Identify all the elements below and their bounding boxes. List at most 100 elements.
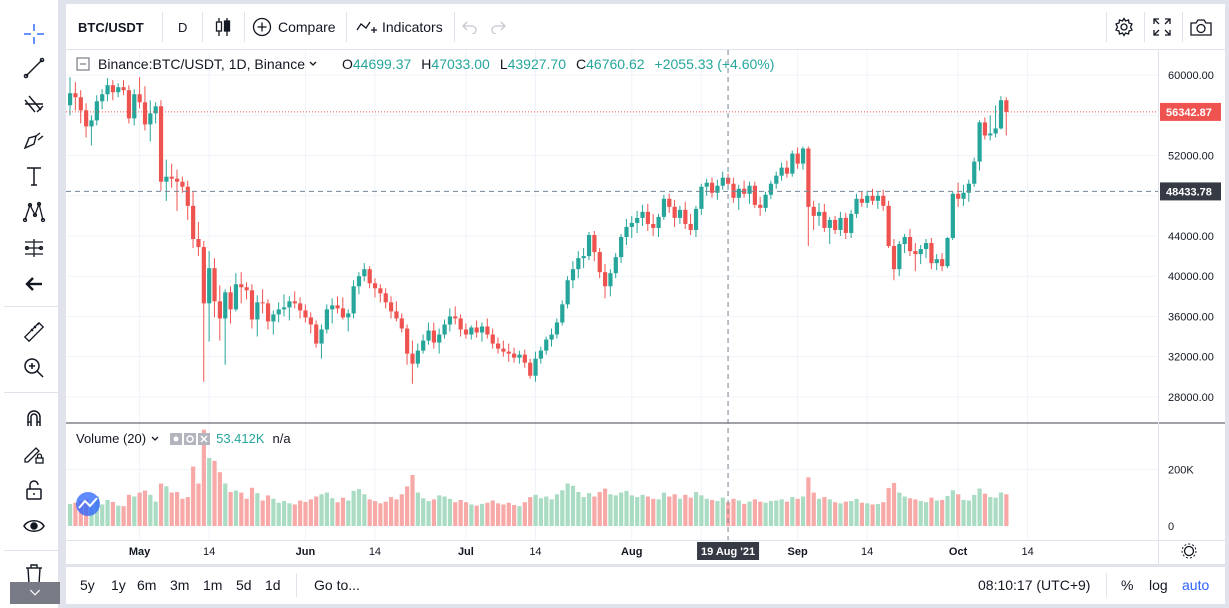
volume-title[interactable]: Volume (20) <box>76 431 147 446</box>
toolbar-divider <box>1182 12 1183 42</box>
candle-body <box>73 93 78 98</box>
volume-bar <box>603 488 608 526</box>
volume-bar <box>704 498 709 526</box>
volume-bar <box>827 499 832 526</box>
chevron-down-icon[interactable] <box>308 59 318 69</box>
volume-bar <box>747 501 752 526</box>
time-axis-label: 14 <box>369 546 381 558</box>
chart-type-button[interactable] <box>214 4 232 50</box>
pattern-tool-icon[interactable] <box>16 196 52 228</box>
indicators-icon <box>356 21 377 33</box>
candle-body <box>554 322 560 335</box>
auto-toggle[interactable]: auto <box>1182 567 1209 603</box>
candle-body <box>415 350 420 364</box>
range-1d-label: 1d <box>265 577 281 593</box>
ruler-tool-icon[interactable] <box>16 316 52 348</box>
scroll-down-button[interactable] <box>10 582 60 604</box>
volume-bar <box>768 501 774 526</box>
range-6m[interactable]: 6m <box>137 567 156 603</box>
candle-body <box>907 237 913 252</box>
volume-bar <box>806 477 811 526</box>
candle-body <box>94 101 99 121</box>
chevron-down-icon[interactable] <box>150 434 160 444</box>
trend-line-tool-icon[interactable] <box>16 52 52 84</box>
zoom-in-icon[interactable] <box>16 352 52 384</box>
watermark-logo-line <box>78 497 98 509</box>
candle-body <box>538 350 543 359</box>
text-tool-icon[interactable] <box>16 160 52 192</box>
toolbar-divider <box>296 573 297 597</box>
range-1y[interactable]: 1y <box>111 567 126 603</box>
range-1m[interactable]: 1m <box>203 567 222 603</box>
candle-body <box>394 311 399 319</box>
close-small-icon[interactable] <box>198 432 211 445</box>
gear-small-icon[interactable] <box>184 432 197 445</box>
chart-area[interactable]: 28000.00 32000.00 36000.00 40000.00 44000.00… <box>66 50 1225 564</box>
volume-bar <box>629 495 634 526</box>
volume-bar <box>961 499 966 526</box>
eye-toggle-icon[interactable] <box>170 432 183 445</box>
volume-bar <box>239 492 244 526</box>
range-5d[interactable]: 5d <box>236 567 252 603</box>
volume-bar <box>180 498 185 526</box>
axis-settings-gear-icon[interactable] <box>1183 545 1195 557</box>
range-5y[interactable]: 5y <box>80 567 95 603</box>
volume-bar <box>405 486 410 526</box>
candle-body <box>207 268 212 304</box>
range-1d[interactable]: 1d <box>265 567 281 603</box>
candle-body <box>613 257 618 274</box>
compare-button[interactable]: Compare <box>252 4 336 50</box>
symbol-search-button[interactable]: BTC/USDT <box>78 4 144 50</box>
candle-body <box>175 178 180 182</box>
volume-bar <box>977 488 982 526</box>
candle-body <box>817 211 822 216</box>
fullscreen-button[interactable] <box>1153 4 1171 50</box>
measure-tool-icon[interactable] <box>16 232 52 264</box>
brush-tool-icon[interactable] <box>16 124 52 156</box>
volume-bar <box>763 502 768 526</box>
magnet-icon[interactable] <box>16 402 52 434</box>
toolbar-divider <box>346 12 347 42</box>
goto-button[interactable]: Go to... <box>314 567 360 603</box>
high-value: 47033.00 <box>431 56 490 72</box>
time-axis-label: May <box>129 546 151 558</box>
time-axis-label: Jul <box>458 546 474 558</box>
crosshair-tool-icon[interactable] <box>16 18 52 50</box>
redo-button[interactable] <box>490 4 506 50</box>
eye-icon[interactable] <box>16 510 52 542</box>
candle-body <box>158 106 164 182</box>
volume-bar <box>549 499 554 526</box>
percent-toggle[interactable]: % <box>1121 567 1133 603</box>
candle-body <box>431 330 436 343</box>
candle-body <box>597 252 602 273</box>
legend-title[interactable]: Binance:BTC/USDT, 1D, Binance <box>98 56 305 72</box>
candle-body <box>795 153 800 164</box>
undo-button[interactable] <box>462 4 478 50</box>
candle-body <box>752 185 757 205</box>
fib-tool-icon[interactable] <box>16 88 52 120</box>
range-3m[interactable]: 3m <box>170 567 189 603</box>
toolbar-divider <box>162 12 163 42</box>
price-chart[interactable]: 28000.00 32000.00 36000.00 40000.00 44000.00… <box>66 50 1225 564</box>
volume-bar <box>292 504 297 526</box>
settings-button[interactable] <box>1114 4 1134 50</box>
interval-button[interactable]: D <box>178 4 187 50</box>
lock-pencil-icon[interactable] <box>16 438 52 470</box>
snapshot-button[interactable] <box>1190 4 1212 50</box>
candle-body <box>383 293 388 303</box>
volume-bar <box>918 501 923 526</box>
indicators-button[interactable]: Indicators <box>356 4 443 50</box>
volume-bar <box>201 429 206 526</box>
collapse-legend-icon[interactable] <box>76 57 90 71</box>
back-arrow-icon[interactable] <box>16 268 52 300</box>
candle-body <box>292 301 297 304</box>
lock-icon[interactable] <box>16 474 52 506</box>
candle-body <box>897 244 902 270</box>
plus-circle-icon <box>252 17 272 37</box>
symbol-label: BTC/USDT <box>78 19 144 35</box>
log-toggle[interactable]: log <box>1149 567 1168 603</box>
timezone-button[interactable]: 08:10:17 (UTC+9) <box>978 567 1090 603</box>
volume-bar <box>736 500 741 526</box>
candle-body <box>271 314 276 322</box>
volume-axis-label: 0 <box>1168 521 1174 533</box>
